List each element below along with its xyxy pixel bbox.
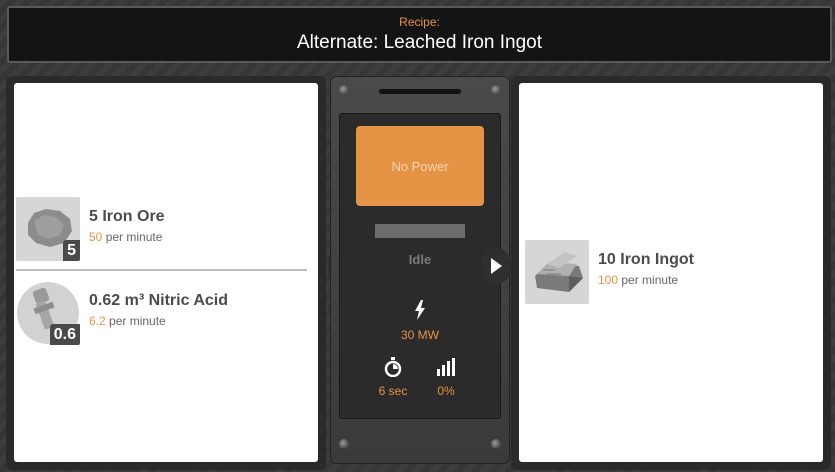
recipe-name[interactable]: Alternate: Leached Iron Ingot [296, 32, 543, 53]
efficiency-value: 0% [437, 384, 455, 398]
screw-icon [491, 85, 501, 95]
input-rate-value: 6.2 [89, 314, 106, 328]
output-name: 10 Iron Ingot [598, 251, 694, 268]
machine-display: No Power Idle 30 MW 6 sec 0% [339, 113, 501, 419]
input-divider [16, 269, 307, 271]
play-arrow-icon [491, 258, 502, 274]
recipe-header: Recipe: Alternate: Leached Iron Ingot [7, 6, 832, 63]
lightning-icon [415, 300, 425, 320]
input-name: 0.62 m³ Nitric Acid [89, 292, 229, 309]
efficiency-chart-icon [437, 358, 455, 376]
power-consumption-value: 30 MW [400, 328, 439, 342]
screw-icon [339, 85, 349, 95]
machine-status: Idle [408, 252, 432, 267]
machine-slot [379, 89, 461, 94]
input-rate: 50 per minute [89, 230, 165, 244]
output-rate-value: 100 [598, 273, 619, 287]
stopwatch-icon [384, 357, 402, 377]
inputs-panel [14, 83, 318, 462]
output-arrow-button[interactable] [481, 248, 511, 284]
output-rate-suffix: per minute [621, 273, 679, 287]
machine-panel: No Power Idle 30 MW 6 sec 0% [330, 76, 510, 464]
input-quantity-badge: 5 [63, 240, 80, 261]
input-rate: 6.2 per minute [89, 314, 228, 328]
output-item-iron-ingot[interactable]: 10 Iron Ingot 100 per minute [525, 240, 694, 304]
output-rate: 100 per minute [598, 273, 694, 287]
screw-icon [339, 439, 349, 449]
input-rate-suffix: per minute [109, 314, 166, 328]
iron-ore-icon: 5 [16, 197, 80, 261]
input-quantity-badge: 0.6 [49, 324, 80, 345]
iron-ingot-icon [525, 240, 589, 304]
power-status-text: No Power [391, 158, 449, 174]
screw-icon [491, 439, 501, 449]
cycle-time-value: 6 sec [378, 384, 408, 398]
nitric-acid-icon: 0.6 [16, 281, 80, 345]
input-rate-suffix: per minute [105, 230, 163, 244]
input-item-nitric-acid[interactable]: 0.6 0.62 m³ Nitric Acid 6.2 per minute [16, 281, 228, 345]
input-item-iron-ore[interactable]: 5 5 Iron Ore 50 per minute [16, 197, 165, 261]
power-status-box[interactable]: No Power [356, 126, 484, 206]
recipe-label: Recipe: [399, 15, 440, 29]
production-progress-bar [375, 224, 465, 238]
input-rate-value: 50 [89, 230, 103, 244]
input-name: 5 Iron Ore [89, 208, 165, 225]
